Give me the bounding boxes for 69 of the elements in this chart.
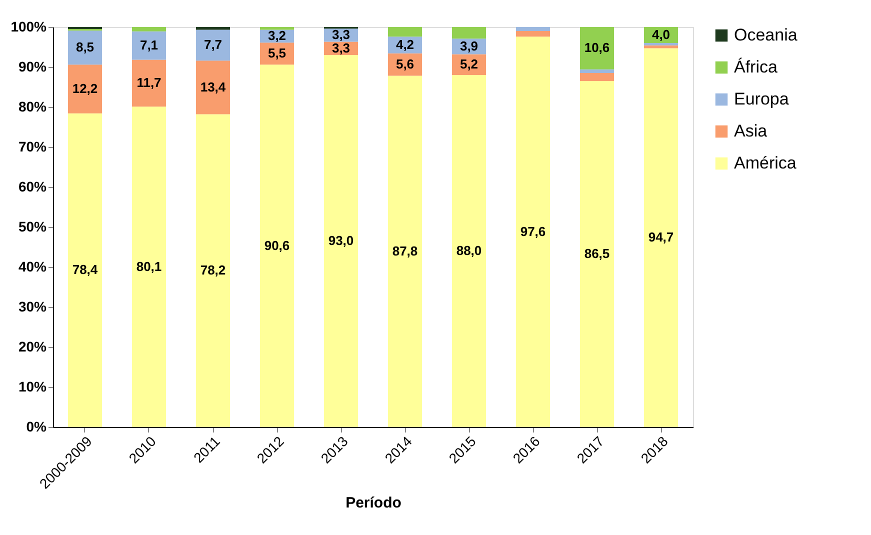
data-label: 86,5 [584, 246, 610, 261]
y-tick-label: 50% [18, 218, 48, 234]
bar [196, 60, 230, 114]
data-label: 12,2 [72, 81, 98, 96]
data-label: 90,6 [264, 238, 290, 253]
data-label: 4,0 [652, 27, 670, 42]
bar [260, 64, 294, 427]
y-tick-label: 60% [18, 178, 48, 194]
bar [388, 27, 422, 37]
data-label: 4,2 [396, 37, 414, 52]
bar [644, 48, 678, 427]
bar [452, 75, 486, 427]
bar [68, 113, 102, 427]
bar [580, 81, 614, 427]
x-axis-title: Período [346, 494, 402, 512]
bar [260, 27, 294, 30]
data-label: 78,2 [200, 262, 226, 278]
bar [580, 73, 614, 81]
bar [388, 76, 422, 427]
data-label: 3,2 [268, 28, 286, 44]
data-label: 7,7 [204, 37, 222, 52]
y-tick-label: 40% [18, 258, 48, 274]
legend-label: América [734, 154, 797, 172]
bar [196, 114, 230, 427]
data-label: 87,8 [392, 243, 418, 258]
data-label: 93,0 [328, 233, 354, 248]
legend-label: Asia [734, 122, 768, 140]
bar [516, 36, 550, 427]
y-tick-label: 90% [18, 58, 48, 74]
bar [132, 60, 166, 107]
y-tick-label: 30% [18, 298, 48, 314]
data-label: 8,5 [76, 40, 94, 55]
bar [68, 30, 102, 65]
data-label: 3,3 [332, 40, 350, 56]
data-label: 94,7 [648, 230, 674, 245]
data-label: 88,0 [456, 243, 482, 258]
data-label: 5,2 [460, 56, 478, 72]
bar [452, 27, 486, 39]
legend-label: Oceania [734, 26, 798, 44]
y-tick-label: 70% [18, 138, 48, 154]
y-tick-label: 10% [18, 378, 48, 394]
bar [132, 31, 166, 60]
data-label: 11,7 [136, 75, 162, 90]
y-tick-label: 0% [26, 418, 48, 434]
y-tick-label: 100% [10, 18, 48, 34]
data-label: 78,4 [72, 262, 98, 278]
bar [196, 27, 230, 30]
y-tick-label: 20% [18, 338, 48, 354]
data-label: 5,6 [396, 56, 414, 72]
data-label: 10,6 [584, 40, 610, 56]
bar [324, 55, 358, 427]
data-label: 80,1 [136, 258, 162, 274]
data-label: 3,3 [332, 27, 350, 42]
bar [580, 27, 614, 70]
y-tick-label: 80% [18, 98, 48, 114]
data-label: 7,1 [140, 38, 158, 53]
bar [132, 106, 166, 427]
legend-label: Europa [734, 90, 790, 108]
bar [516, 27, 550, 31]
bar [68, 64, 102, 114]
data-label: 97,6 [520, 224, 546, 239]
bar [132, 27, 166, 32]
legend-label: África [734, 58, 778, 76]
data-label: 13,4 [200, 79, 226, 94]
data-label: 3,9 [460, 38, 478, 54]
bar [516, 31, 550, 37]
data-label: 5,5 [268, 46, 286, 61]
bar [196, 30, 230, 61]
bar [580, 69, 614, 73]
